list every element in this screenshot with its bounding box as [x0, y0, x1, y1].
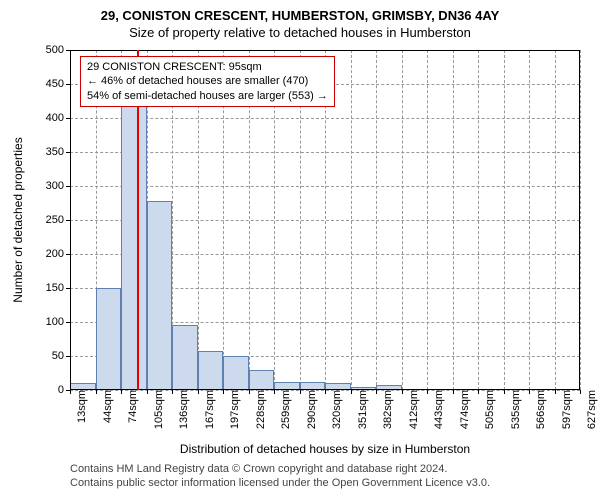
annotation-line: 29 CONISTON CRESCENT: 95sqm [87, 60, 328, 74]
grid-line-v [376, 50, 377, 390]
x-tick-label: 105sqm [147, 390, 165, 429]
x-tick-mark [300, 390, 301, 394]
x-tick-label: 136sqm [172, 390, 190, 429]
grid-line-v [402, 50, 403, 390]
x-tick-mark [172, 390, 173, 394]
axis-line [579, 50, 580, 390]
axis-line [70, 389, 580, 390]
x-axis-title: Distribution of detached houses by size … [70, 442, 580, 456]
annotation-line: 54% of semi-detached houses are larger (… [87, 89, 328, 103]
x-tick-label: 382sqm [376, 390, 394, 429]
x-tick-label: 290sqm [300, 390, 318, 429]
grid-line-v [504, 50, 505, 390]
x-tick-mark [376, 390, 377, 394]
x-tick-mark [70, 390, 71, 394]
axis-line [70, 50, 71, 390]
grid-line-v [351, 50, 352, 390]
x-tick-label: 320sqm [325, 390, 343, 429]
x-tick-label: 443sqm [427, 390, 445, 429]
x-tick-mark [351, 390, 352, 394]
x-tick-mark [504, 390, 505, 394]
y-axis-title: Number of detached properties [11, 137, 25, 302]
histogram-bar [249, 370, 275, 390]
histogram-bar [147, 201, 173, 390]
chart-container: 29, CONISTON CRESCENT, HUMBERSTON, GRIMS… [0, 0, 600, 500]
grid-line-v [453, 50, 454, 390]
x-tick-label: 228sqm [249, 390, 267, 429]
x-tick-mark [402, 390, 403, 394]
chart-title-main: 29, CONISTON CRESCENT, HUMBERSTON, GRIMS… [0, 0, 600, 23]
x-tick-label: 44sqm [96, 390, 114, 423]
x-tick-mark [325, 390, 326, 394]
x-tick-label: 13sqm [70, 390, 88, 423]
axis-line [70, 50, 580, 51]
footer-line1: Contains HM Land Registry data © Crown c… [70, 462, 490, 476]
x-tick-mark [121, 390, 122, 394]
histogram-bar [198, 351, 224, 390]
x-tick-mark [529, 390, 530, 394]
x-tick-label: 74sqm [121, 390, 139, 423]
x-tick-mark [198, 390, 199, 394]
grid-line-v [478, 50, 479, 390]
x-tick-label: 167sqm [198, 390, 216, 429]
grid-line-v [580, 50, 581, 390]
x-tick-mark [427, 390, 428, 394]
x-tick-label: 627sqm [580, 390, 598, 429]
x-tick-mark [249, 390, 250, 394]
x-tick-mark [147, 390, 148, 394]
chart-title-sub: Size of property relative to detached ho… [0, 23, 600, 40]
grid-line-v [427, 50, 428, 390]
x-tick-label: 351sqm [351, 390, 369, 429]
x-tick-label: 197sqm [223, 390, 241, 429]
x-tick-mark [555, 390, 556, 394]
annotation-box: 29 CONISTON CRESCENT: 95sqm← 46% of deta… [80, 56, 335, 107]
footer-attribution: Contains HM Land Registry data © Crown c… [70, 462, 490, 491]
x-tick-label: 566sqm [529, 390, 547, 429]
histogram-bar [223, 356, 249, 390]
x-tick-label: 505sqm [478, 390, 496, 429]
x-tick-label: 597sqm [555, 390, 573, 429]
annotation-line: ← 46% of detached houses are smaller (47… [87, 74, 328, 88]
x-tick-mark [580, 390, 581, 394]
footer-line2: Contains public sector information licen… [70, 476, 490, 490]
x-tick-mark [453, 390, 454, 394]
x-tick-label: 474sqm [453, 390, 471, 429]
x-tick-label: 259sqm [274, 390, 292, 429]
grid-line-v [555, 50, 556, 390]
x-tick-mark [223, 390, 224, 394]
x-tick-mark [274, 390, 275, 394]
x-tick-mark [96, 390, 97, 394]
histogram-bar [96, 288, 122, 390]
plot-area: 05010015020025030035040045050013sqm44sqm… [70, 50, 580, 390]
x-tick-mark [478, 390, 479, 394]
histogram-bar [121, 106, 147, 390]
x-tick-label: 412sqm [402, 390, 420, 429]
x-tick-label: 535sqm [504, 390, 522, 429]
histogram-bar [172, 325, 198, 390]
grid-line-v [529, 50, 530, 390]
